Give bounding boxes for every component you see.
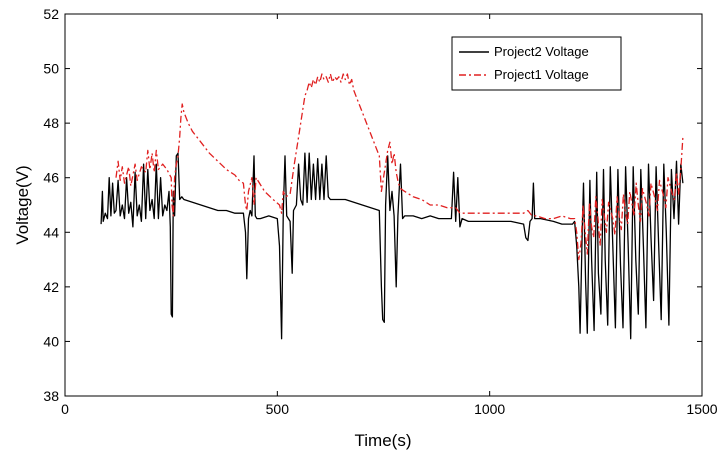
y-axis: 38 40 42 44 46 48 50 52 [43, 6, 702, 404]
legend: Project2 Voltage Project1 Voltage [451, 36, 622, 91]
series-line-project2-voltage [100, 152, 684, 340]
y-tick-label: 52 [43, 6, 59, 22]
y-tick-label: 42 [43, 279, 59, 295]
x-tick-label: 500 [266, 401, 290, 417]
y-tick-label: 46 [43, 170, 59, 186]
legend-label-project2: Project2 Voltage [494, 44, 589, 59]
series-line-project1-voltage [115, 73, 684, 261]
y-tick-label: 40 [43, 333, 59, 349]
x-tick-label: 0 [61, 401, 69, 417]
x-axis-title: Time(s) [355, 431, 412, 450]
legend-label-project1: Project1 Voltage [494, 67, 589, 82]
y-axis-title: Voltage(V) [13, 165, 32, 244]
x-axis: 0 500 1000 1500 [61, 14, 718, 417]
x-tick-label: 1500 [686, 401, 717, 417]
y-tick-label: 38 [43, 388, 59, 404]
series-layer [100, 73, 684, 340]
x-tick-label: 1000 [474, 401, 505, 417]
y-tick-label: 50 [43, 61, 59, 77]
y-tick-label: 48 [43, 115, 59, 131]
legend-box [451, 36, 622, 91]
y-tick-label: 44 [43, 224, 59, 240]
